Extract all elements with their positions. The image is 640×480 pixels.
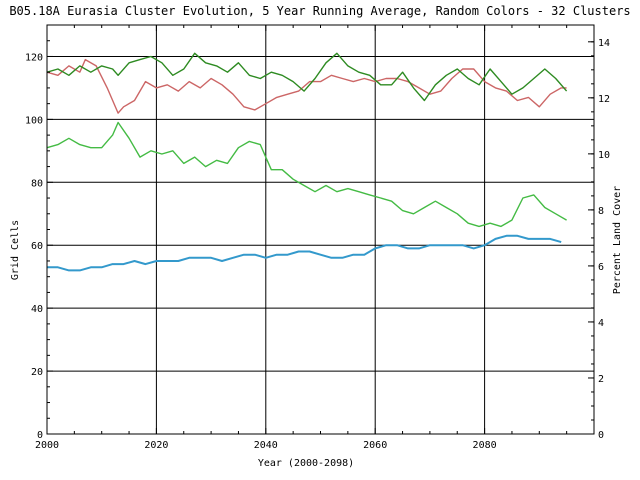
y2-tick-label: 4 [598,318,604,329]
series-line-2 [46,52,568,102]
chart-title: B05.18A Eurasia Cluster Evolution, 5 Yea… [9,4,630,18]
series-line-3 [46,121,567,228]
x-axis-label: Year (2000-2098) [258,458,354,469]
y2-tick-label: 12 [598,94,610,105]
y2-tick-label: 10 [598,150,610,161]
y2-tick-label: 8 [598,206,604,217]
y-tick-label: 100 [25,115,43,126]
x-tick-label: 2060 [363,440,387,451]
y-tick-label: 80 [31,178,43,189]
series-group [46,52,568,272]
y2-tick-label: 2 [598,374,604,385]
series-line-4 [47,234,562,272]
y-tick-label: 40 [31,304,43,315]
y-axis-label: Grid Cells [10,220,21,280]
y-tick-label: 20 [31,367,43,378]
y2-tick-label: 14 [598,38,610,49]
x-tick-label: 2020 [144,440,168,451]
y2-axis-label: Percent Land Cover [612,186,623,294]
y-tick-label: 60 [31,241,43,252]
grid-lines [47,25,594,434]
x-tick-label: 2040 [254,440,278,451]
y2-tick-label: 0 [598,430,604,441]
y-tick-label: 0 [37,430,43,441]
y2-tick-label: 6 [598,262,604,273]
x-tick-label: 2000 [35,440,59,451]
y-tick-label: 120 [25,52,43,63]
tick-marks [46,24,595,435]
x-tick-label: 2080 [473,440,497,451]
